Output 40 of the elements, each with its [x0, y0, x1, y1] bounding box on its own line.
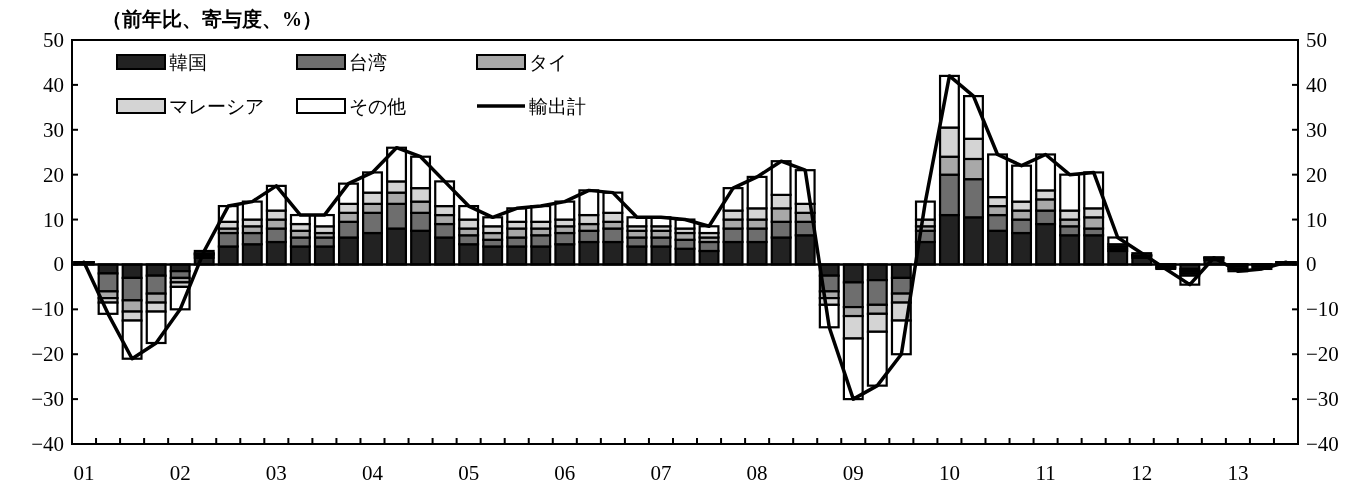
legend-label: タイ [529, 52, 567, 73]
y2-tick-label: 40 [1306, 72, 1327, 97]
y-tick-label: 30 [43, 117, 64, 142]
y-tick-label: 10 [43, 207, 64, 232]
y2-tick-label: −20 [1306, 342, 1339, 367]
y-tick-label: 0 [53, 252, 64, 277]
y-tick-label: −40 [31, 432, 64, 456]
x-tick-label: 07 [650, 461, 672, 485]
y2-tick-label: −10 [1306, 297, 1339, 322]
y-tick-label: 40 [43, 72, 64, 97]
y-tick-label: −20 [31, 342, 64, 367]
x-tick-label: 09 [842, 461, 864, 485]
x-tick-label: 03 [265, 461, 287, 485]
y-tick-label: 50 [43, 28, 64, 52]
x-tick-label: 04 [361, 461, 384, 485]
x-tick-label: 13 [1227, 461, 1249, 485]
y2-tick-label: 20 [1306, 162, 1327, 187]
y2-tick-label: −30 [1306, 387, 1339, 412]
y2-tick-label: −40 [1306, 432, 1339, 456]
y2-tick-label: 10 [1306, 207, 1327, 232]
legend-label: その他 [349, 96, 406, 117]
x-tick-label: 06 [554, 461, 576, 485]
legend-label: 台湾 [349, 52, 387, 73]
x-tick-label: 10 [938, 461, 960, 485]
legend-label: マレーシア [169, 96, 264, 117]
x-tick-label: 12 [1131, 461, 1153, 485]
x-tick-label: 11 [1035, 461, 1056, 485]
x-tick-label: 02 [169, 461, 191, 485]
y-tick-label: −30 [31, 387, 64, 412]
chart-title: （前年比、寄与度、%） [102, 8, 322, 30]
y2-tick-label: 50 [1306, 28, 1327, 52]
y-tick-label: −10 [31, 297, 64, 322]
x-tick-label: 05 [458, 461, 480, 485]
y-tick-label: 20 [43, 162, 64, 187]
y2-tick-label: 0 [1306, 252, 1317, 277]
y2-tick-label: 30 [1306, 117, 1327, 142]
x-tick-label: 08 [746, 461, 768, 485]
legend-label: 輸出計 [529, 96, 586, 117]
legend-label: 韓国 [169, 52, 207, 73]
x-tick-label: 01 [73, 461, 95, 485]
